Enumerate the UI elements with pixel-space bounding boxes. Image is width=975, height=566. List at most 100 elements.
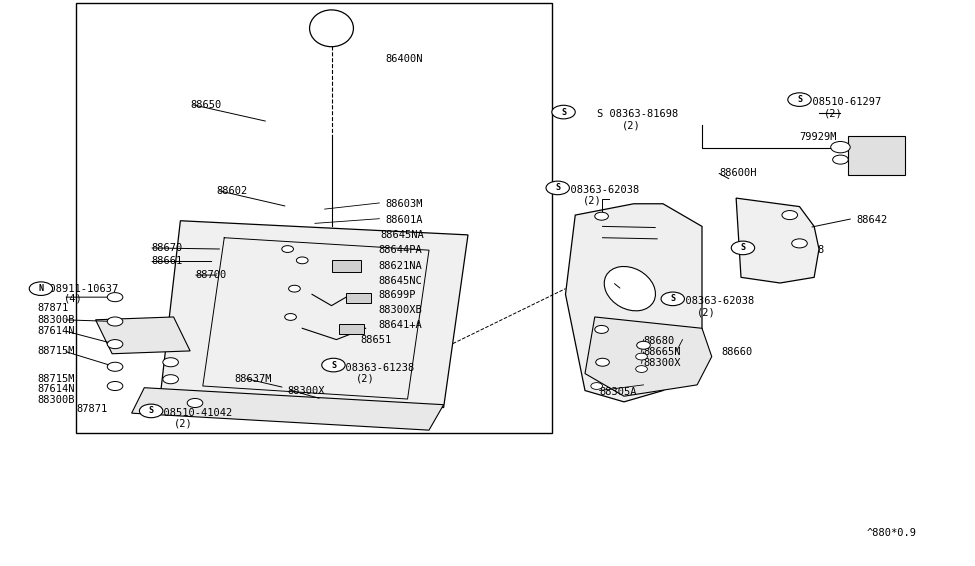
Text: 88603M: 88603M [385, 199, 422, 209]
Text: 88660: 88660 [722, 347, 753, 357]
Text: 88680: 88680 [644, 336, 675, 346]
Text: S 08510-41042: S 08510-41042 [151, 408, 232, 418]
Text: S 08363-62038: S 08363-62038 [673, 296, 754, 306]
Polygon shape [566, 204, 702, 402]
Circle shape [289, 285, 300, 292]
Circle shape [831, 142, 850, 153]
Text: 88665N: 88665N [644, 347, 681, 357]
Text: 87871: 87871 [37, 303, 68, 314]
Circle shape [163, 375, 178, 384]
Circle shape [782, 211, 798, 220]
Polygon shape [736, 198, 819, 283]
Text: 88642: 88642 [856, 215, 887, 225]
Circle shape [792, 239, 807, 248]
Text: (2): (2) [583, 196, 602, 206]
Text: 88651: 88651 [361, 335, 392, 345]
Circle shape [552, 105, 575, 119]
Text: 86400N: 86400N [385, 54, 422, 65]
Circle shape [595, 325, 608, 333]
Text: (2): (2) [174, 418, 192, 428]
Text: S: S [797, 95, 802, 104]
Circle shape [322, 358, 345, 372]
Circle shape [285, 314, 296, 320]
Text: (2): (2) [622, 121, 641, 131]
Text: S: S [148, 406, 154, 415]
Text: S: S [670, 294, 676, 303]
Circle shape [661, 292, 684, 306]
Polygon shape [585, 317, 712, 396]
Circle shape [591, 383, 603, 389]
Circle shape [596, 358, 609, 366]
Text: 88601A: 88601A [385, 215, 422, 225]
Text: 88300XB: 88300XB [378, 305, 422, 315]
Text: 88637M: 88637M [234, 374, 271, 384]
Circle shape [296, 257, 308, 264]
Polygon shape [96, 317, 190, 354]
Text: 88602: 88602 [216, 186, 248, 196]
Text: 87614N: 87614N [37, 326, 74, 336]
Text: S 08510-61297: S 08510-61297 [800, 97, 880, 107]
Text: 88600H: 88600H [720, 168, 757, 178]
Text: 88641+A: 88641+A [378, 320, 422, 330]
Text: 88699P: 88699P [378, 290, 415, 301]
Text: 88300X: 88300X [644, 358, 681, 368]
Circle shape [29, 282, 53, 295]
Text: S 08363-61238: S 08363-61238 [333, 363, 414, 373]
Text: 88715M: 88715M [37, 346, 74, 356]
Circle shape [187, 398, 203, 408]
Circle shape [546, 181, 569, 195]
Polygon shape [161, 221, 468, 408]
Text: (2): (2) [824, 108, 842, 118]
Text: S 08363-62038: S 08363-62038 [558, 185, 639, 195]
Polygon shape [132, 388, 444, 430]
Text: (1): (1) [770, 255, 789, 265]
Text: N 08911-10637: N 08911-10637 [37, 284, 118, 294]
Text: 88645NA: 88645NA [380, 230, 424, 240]
Text: 88300X: 88300X [288, 385, 325, 396]
Text: (2): (2) [356, 373, 374, 383]
Text: ^880*0.9: ^880*0.9 [867, 528, 916, 538]
Bar [848, 136, 905, 175]
Circle shape [595, 212, 608, 220]
Text: S: S [331, 361, 336, 370]
Text: 88700: 88700 [195, 270, 226, 280]
Text: S: S [561, 108, 566, 117]
Circle shape [731, 241, 755, 255]
Text: 88300B: 88300B [37, 395, 74, 405]
Text: (4): (4) [63, 294, 82, 304]
Text: (2): (2) [697, 307, 716, 318]
Text: N: N [38, 284, 44, 293]
Circle shape [788, 93, 811, 106]
Text: 88661: 88661 [151, 256, 182, 267]
Ellipse shape [310, 10, 353, 47]
Text: 88644PA: 88644PA [378, 245, 422, 255]
Circle shape [163, 358, 178, 367]
Text: 88608: 88608 [614, 277, 645, 287]
Circle shape [636, 353, 647, 360]
Circle shape [282, 246, 293, 252]
Text: 79929M: 79929M [800, 132, 837, 142]
Bar [339, 324, 364, 334]
Text: 88650: 88650 [190, 100, 221, 110]
Circle shape [107, 362, 123, 371]
Circle shape [107, 340, 123, 349]
Text: S: S [740, 243, 746, 252]
Text: 87871: 87871 [76, 404, 107, 414]
Text: 88300B: 88300B [37, 315, 74, 325]
Text: 88305A: 88305A [600, 387, 637, 397]
Text: 88621NA: 88621NA [378, 261, 422, 271]
Bar [76, 3, 552, 433]
Text: 88715M: 88715M [37, 374, 74, 384]
Circle shape [107, 293, 123, 302]
Circle shape [637, 341, 650, 349]
Circle shape [107, 381, 123, 391]
Text: 87614N: 87614N [37, 384, 74, 395]
Bar [332, 260, 361, 272]
Text: S: S [555, 183, 561, 192]
Text: 88670: 88670 [151, 243, 182, 253]
Bar [346, 293, 370, 303]
Circle shape [636, 366, 647, 372]
Circle shape [107, 317, 123, 326]
Circle shape [833, 155, 848, 164]
Ellipse shape [604, 267, 655, 311]
